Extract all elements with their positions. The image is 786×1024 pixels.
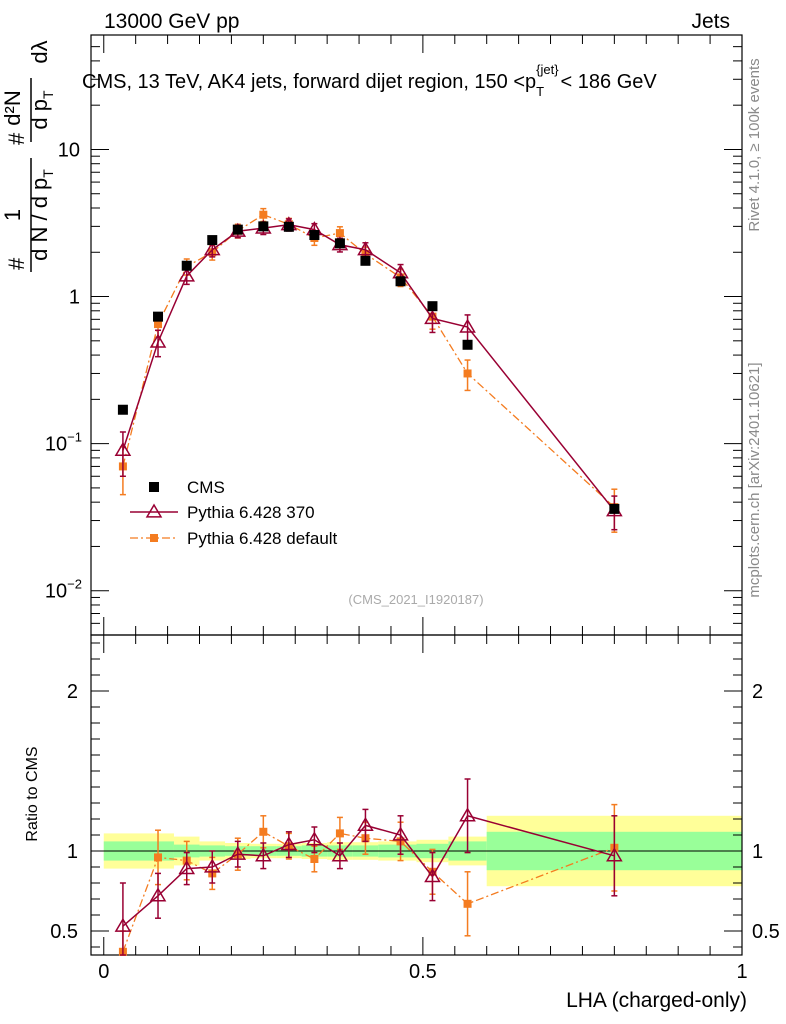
rivet-label: Rivet 4.1.0, ≥ 100k events (746, 58, 763, 231)
legend: CMS Pythia 6.428 370 Pythia 6.428 default (130, 478, 338, 548)
mc1-point (203, 241, 221, 256)
y-tick-label: 1 (69, 287, 80, 309)
ratio-mc1-point (459, 807, 476, 822)
ratio-mc1-point (392, 826, 409, 841)
ratio-mc1-point (331, 847, 349, 862)
mc1-point (357, 241, 374, 256)
ratio-mc1-point (114, 917, 132, 932)
ratio-mc1-point (178, 860, 196, 875)
data-point (153, 311, 164, 322)
mc2-point (259, 210, 268, 219)
data-point (207, 235, 218, 246)
ratio-mc1-point (280, 836, 298, 851)
data-point (334, 238, 345, 249)
ratio-mc2-point (463, 899, 472, 908)
header-left: 13000 GeV pp (104, 10, 239, 33)
x-tick-label: 1 (736, 961, 747, 983)
ratio-mc1-point (229, 845, 247, 860)
svg-text:d²N: d²N (0, 90, 25, 125)
y-tick-exp: −2 (67, 577, 82, 592)
ratio-frame-box (90, 634, 743, 956)
data-point (258, 221, 269, 232)
analysis-watermark: (CMS_2021_I1920187) (348, 592, 483, 607)
ratio-frame (90, 634, 743, 956)
mc1-point (114, 441, 132, 457)
data-point (309, 230, 320, 241)
y-tick-exp: −1 (67, 430, 82, 445)
y-tick-base: 10 (45, 581, 67, 603)
legend-data-marker (149, 482, 159, 492)
data-point (232, 224, 243, 235)
main-series (114, 207, 623, 533)
data-point (360, 255, 371, 266)
ratio-series (114, 778, 623, 956)
svg-text:1: 1 (0, 209, 25, 221)
ratio-y-tick-label: 1 (67, 841, 78, 863)
header-right: Jets (691, 10, 730, 33)
mc1-point (424, 309, 441, 325)
ratio-y-tick-label-right: 1 (752, 841, 763, 863)
ratio-mc2-point (335, 829, 344, 838)
x-tick-label: 0.5 (409, 961, 437, 983)
mc2-point (335, 229, 344, 238)
ratio-mc1-point (255, 847, 272, 862)
legend-label: Pythia 6.428 default (187, 529, 338, 548)
data-point (181, 260, 192, 271)
data-point (609, 503, 620, 514)
legend-mc1-marker (145, 503, 163, 518)
main-y-label: # d N / d pT 1 # d pT d²N dλ (0, 40, 56, 272)
ratio-mc1-point (606, 847, 623, 862)
ratio-mc2-point (310, 855, 319, 863)
svg-text:dλ: dλ (27, 40, 52, 63)
legend-label: Pythia 6.428 370 (187, 503, 315, 522)
ratio-y-label: Ratio to CMS (24, 746, 41, 841)
mcplots-label: mcplots.cern.ch [arXiv:2401.10621] (746, 362, 763, 597)
y-tick-base: 10 (45, 434, 67, 456)
y-tick-label: 10−2 (45, 577, 82, 603)
ratio-mc1-point (149, 887, 167, 902)
mc1-line (122, 223, 615, 512)
ratio-mc2-line (122, 831, 615, 953)
data-point (427, 301, 438, 312)
data-point (395, 276, 406, 287)
legend-label: CMS (187, 478, 225, 497)
ratio-y-tick-label-right: 2 (752, 681, 763, 703)
ratio-mc1-point (424, 868, 441, 883)
ratio-y-tick-label-right: 0.5 (752, 921, 780, 943)
y-tick-label: 10 (58, 139, 80, 161)
mc1-point (149, 333, 167, 348)
x-axis-label: LHA (charged-only) (566, 989, 747, 1012)
ratio-mc1-point (203, 858, 221, 873)
data-point (117, 404, 128, 415)
mc1-point (178, 267, 196, 282)
ratio-axes: 0.5 0.51 12 20 0.5 1 (50, 635, 780, 983)
legend-mc2-marker (150, 534, 158, 542)
svg-text:#: # (4, 132, 29, 145)
ratio-y-tick-label: 2 (67, 681, 78, 703)
ratio-mc2-point (154, 853, 163, 862)
svg-text:#: # (4, 257, 29, 270)
ratio-mc2-point (259, 827, 268, 836)
mc2-point (154, 320, 163, 329)
ratio-bands (91, 815, 742, 887)
x-tick-label: 0 (98, 961, 109, 983)
data-point (462, 339, 473, 350)
ratio-y-tick-label: 0.5 (50, 921, 78, 943)
ratio-mc1-point (357, 816, 374, 832)
mc1-point (459, 318, 476, 333)
chart-title: CMS, 13 TeV, AK4 jets, forward dijet reg… (82, 62, 657, 99)
mc2-point (463, 369, 472, 378)
ratio-mc1-point (306, 831, 323, 846)
data-point (283, 221, 294, 232)
y-tick-label: 10−1 (45, 430, 82, 456)
